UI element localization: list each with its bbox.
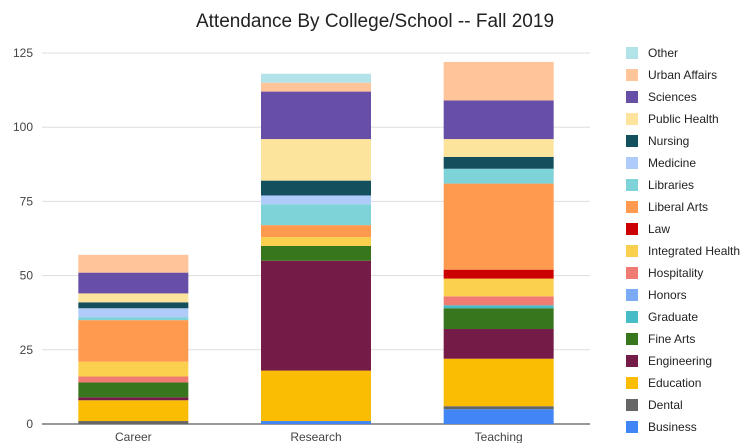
- legend-swatch: [626, 157, 638, 169]
- bar-segment: [261, 139, 371, 181]
- y-tick-label: 125: [13, 46, 33, 60]
- legend-swatch: [626, 267, 638, 279]
- bar-segment: [261, 195, 371, 205]
- legend-label: Liberal Arts: [648, 200, 708, 214]
- bar-segment: [443, 296, 554, 306]
- legend-label: Honors: [648, 288, 687, 302]
- legend-swatch: [626, 311, 638, 323]
- legend-swatch: [626, 91, 638, 103]
- bar-segment: [443, 61, 554, 101]
- bar-segment: [261, 73, 371, 83]
- bar-segment: [443, 329, 554, 359]
- legend-label: Urban Affairs: [648, 68, 717, 82]
- bar-segment: [261, 225, 371, 238]
- bar-segment: [261, 180, 371, 196]
- x-axis-ticks: Career Research Teaching: [115, 430, 523, 443]
- bar-segment: [443, 269, 554, 279]
- bar-segment: [261, 245, 371, 261]
- y-tick-label: 50: [20, 269, 34, 283]
- legend-swatch: [626, 333, 638, 345]
- legend-label: Education: [648, 376, 701, 390]
- bar-segment: [443, 156, 554, 169]
- bar-segment: [443, 308, 554, 330]
- legend-swatch: [626, 179, 638, 191]
- bar-segment: [261, 370, 371, 422]
- bar-segment: [78, 382, 189, 398]
- bar-segment: [443, 305, 554, 309]
- legend-swatch: [626, 377, 638, 389]
- legend-swatch: [626, 399, 638, 411]
- legend-swatch: [626, 135, 638, 147]
- legend-swatch: [626, 113, 638, 125]
- bar-segment: [78, 293, 189, 303]
- bar-segment: [261, 260, 371, 371]
- bar-segment: [78, 254, 189, 273]
- legend-label: Business: [648, 420, 697, 434]
- legend-swatch: [626, 201, 638, 213]
- y-tick-label: 25: [20, 343, 34, 357]
- legend-label: Fine Arts: [648, 332, 695, 346]
- bar-segment: [78, 376, 189, 383]
- legend-swatch: [626, 69, 638, 81]
- legend-swatch: [626, 355, 638, 367]
- legend-label: Dental: [648, 398, 683, 412]
- bar-segment: [78, 421, 189, 424]
- y-tick-label: 100: [13, 120, 33, 134]
- bar-segment: [261, 82, 371, 92]
- bar-segment: [78, 317, 189, 321]
- legend-swatch: [626, 289, 638, 301]
- bar-segment: [78, 302, 189, 309]
- bar-segment: [78, 320, 189, 362]
- bar-segment: [443, 100, 554, 140]
- y-tick-label: 0: [26, 417, 33, 431]
- bar-segment: [443, 139, 554, 157]
- legend-label: Libraries: [648, 178, 694, 192]
- bar-segment: [78, 397, 189, 401]
- bar-segment: [78, 361, 189, 377]
- legend-label: Medicine: [648, 156, 696, 170]
- x-tick-label: Career: [115, 430, 152, 443]
- bar-segment: [443, 409, 554, 424]
- bar-segment: [443, 278, 554, 297]
- bar-segment: [261, 91, 371, 140]
- bar-segment: [443, 358, 554, 407]
- bar-segment: [443, 168, 554, 184]
- legend-label: Engineering: [648, 354, 712, 368]
- legend-label: Law: [648, 222, 670, 236]
- bar-segment: [443, 183, 554, 270]
- legend-swatch: [626, 47, 638, 59]
- bar-segment: [78, 308, 189, 318]
- legend: Other Urban Affairs Sciences Public Health N…: [626, 46, 740, 434]
- bar-segment: [261, 237, 371, 246]
- legend-swatch: [626, 245, 638, 257]
- legend-label: Integrated Health: [648, 244, 740, 258]
- legend-label: Public Health: [648, 112, 719, 126]
- bar-segment: [78, 400, 189, 422]
- bar-segment: [443, 406, 554, 410]
- bar-segment: [261, 421, 371, 424]
- legend-label: Sciences: [648, 90, 697, 104]
- bar-segment: [78, 272, 189, 294]
- legend-label: Other: [648, 46, 678, 60]
- legend-swatch: [626, 421, 638, 433]
- x-tick-label: Teaching: [475, 430, 523, 443]
- y-tick-label: 75: [20, 194, 34, 208]
- chart-title: Attendance By College/School -- Fall 201…: [196, 11, 554, 32]
- legend-swatch: [626, 223, 638, 235]
- legend-label: Nursing: [648, 134, 689, 148]
- legend-label: Graduate: [648, 310, 698, 324]
- legend-label: Hospitality: [648, 266, 703, 280]
- x-tick-label: Research: [290, 430, 341, 443]
- y-axis-ticks: 0 25 50 75 100 125: [13, 46, 33, 431]
- bars: [78, 61, 554, 424]
- bar-segment: [261, 204, 371, 226]
